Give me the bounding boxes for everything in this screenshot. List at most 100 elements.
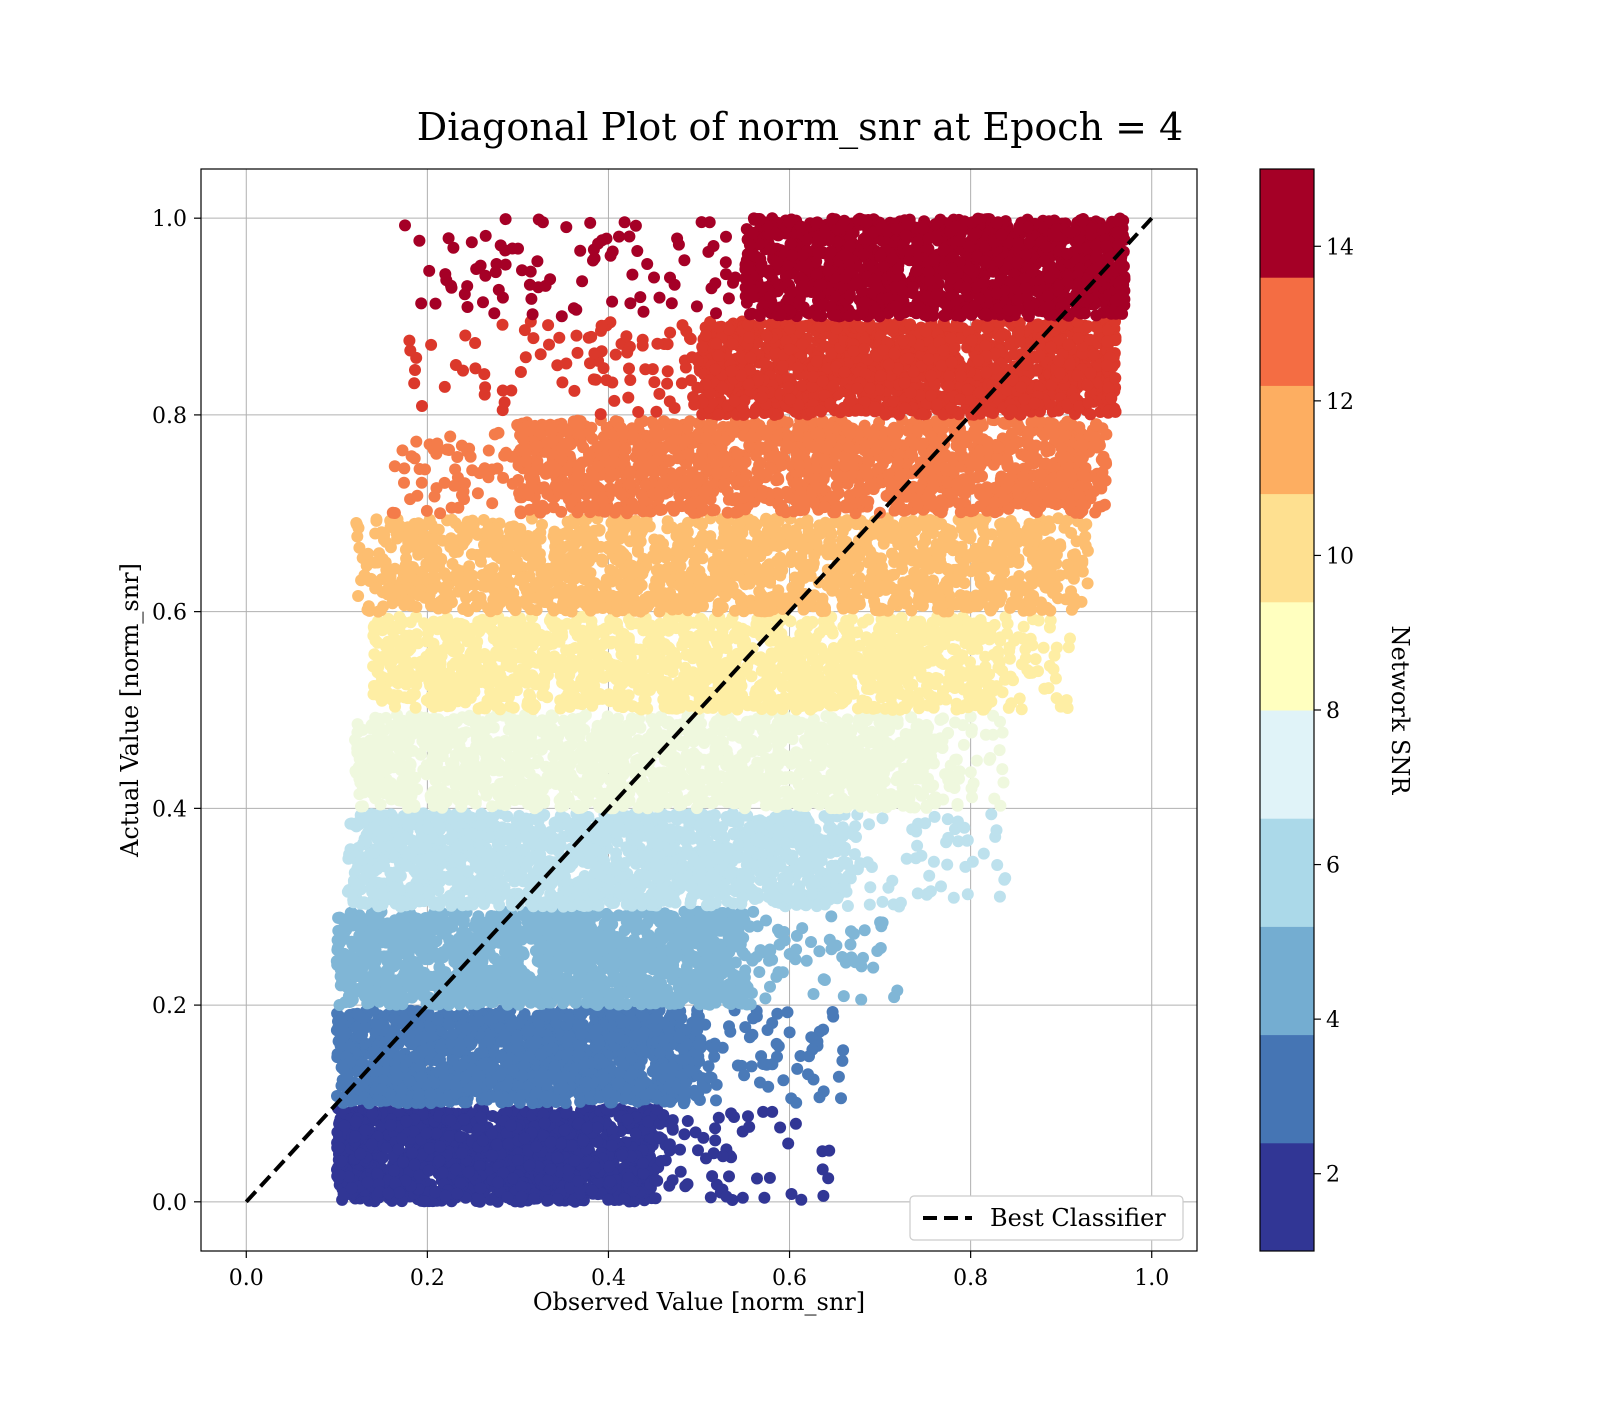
scatter-point <box>415 1071 427 1083</box>
scatter-point <box>713 1112 725 1124</box>
scatter-point <box>458 1113 470 1125</box>
scatter-point <box>675 1166 687 1178</box>
scatter-point <box>529 981 541 993</box>
scatter-point <box>766 1106 778 1118</box>
scatter-point <box>458 1096 470 1108</box>
scatter-point <box>440 1190 452 1202</box>
scatter-point <box>645 1087 657 1099</box>
scatter-point <box>790 944 802 956</box>
scatter-point <box>424 1142 436 1154</box>
scatter-point <box>697 1132 709 1144</box>
scatter-point <box>813 945 825 957</box>
scatter-point <box>513 999 525 1011</box>
scatter-point <box>551 979 563 991</box>
scatter-point <box>622 1172 634 1184</box>
scatter-point <box>521 1025 533 1037</box>
scatter-point <box>790 1118 802 1130</box>
scatter-point <box>396 1133 408 1145</box>
scatter-point <box>581 1076 593 1088</box>
scatter-point <box>455 1177 467 1189</box>
scatter-point <box>394 1050 406 1062</box>
scatter-point <box>510 1043 522 1055</box>
scatter-point <box>545 1136 557 1148</box>
scatter-point <box>642 975 654 987</box>
scatter-point <box>637 1157 649 1169</box>
scatter-point <box>655 928 667 940</box>
scatter-point <box>667 1061 679 1073</box>
scatter-point <box>495 1050 507 1062</box>
scatter-point <box>758 1192 770 1204</box>
scatter-point <box>795 1050 807 1062</box>
scatter-point <box>453 1045 465 1057</box>
scatter-point <box>540 1091 552 1103</box>
scatter-point <box>528 1193 540 1205</box>
scatter-point <box>573 972 585 984</box>
scatter-point <box>514 1093 526 1105</box>
scatter-point <box>391 997 403 1009</box>
scatter-point <box>626 1068 638 1080</box>
scatter-point <box>560 1071 572 1083</box>
scatter-point <box>764 1172 776 1184</box>
scatter-point <box>630 1128 642 1140</box>
scatter-point <box>523 1160 535 1172</box>
scatter-point <box>655 1155 667 1167</box>
scatter-point <box>491 1091 503 1103</box>
scatter-point <box>545 1163 557 1175</box>
scatter-point <box>777 966 789 978</box>
scatter-point <box>517 1070 529 1082</box>
scatter-point <box>693 1039 705 1051</box>
scatter-points <box>331 212 1131 1208</box>
scatter-point <box>570 997 582 1009</box>
scatter-point <box>486 1149 498 1161</box>
scatter-point <box>785 1092 797 1104</box>
scatter-point <box>385 1119 397 1131</box>
scatter-point <box>626 1052 638 1064</box>
scatter-point <box>379 967 391 979</box>
scatter-point <box>653 992 665 1004</box>
scatter-point <box>891 985 903 997</box>
scatter-point <box>536 995 548 1007</box>
scatter-point <box>871 945 883 957</box>
scatter-point <box>381 950 393 962</box>
scatter-point <box>572 1175 584 1187</box>
scatter-point <box>398 960 410 972</box>
scatter-point <box>358 948 370 960</box>
scatter-point <box>782 1138 794 1150</box>
scatter-point <box>461 947 473 959</box>
scatter-point <box>443 1009 455 1021</box>
scatter-point <box>825 910 837 922</box>
scatter-point <box>759 992 771 1004</box>
scatter-point <box>627 984 639 996</box>
scatter-point <box>453 1061 465 1073</box>
scatter-point <box>333 1142 345 1154</box>
scatter-point <box>739 972 751 984</box>
scatter-point <box>542 1174 554 1186</box>
scatter-point <box>845 925 857 937</box>
scatter-point <box>550 1111 562 1123</box>
scatter-point <box>406 1147 418 1159</box>
scatter-point <box>817 1024 829 1036</box>
scatter-point <box>346 1182 358 1194</box>
scatter-point <box>706 920 718 932</box>
scatter-point <box>512 1154 524 1166</box>
scatter-point <box>602 995 614 1007</box>
scatter-point <box>709 1122 721 1134</box>
scatter-point <box>742 1110 754 1122</box>
scatter-point <box>334 960 346 972</box>
scatter-point <box>744 1031 756 1043</box>
scatter-point <box>498 958 510 970</box>
scatter-point <box>557 1082 569 1094</box>
scatter-point <box>484 965 496 977</box>
scatter-point <box>552 1193 564 1205</box>
scatter-point <box>631 1030 643 1042</box>
scatter-point <box>673 1032 685 1044</box>
scatter-point <box>657 959 669 971</box>
scatter-point <box>551 1152 563 1164</box>
scatter-point <box>432 1014 444 1026</box>
scatter-point <box>359 1124 371 1136</box>
scatter-point <box>730 933 742 945</box>
scatter-point <box>679 1085 691 1097</box>
scatter-point <box>526 928 538 940</box>
scatter-point <box>774 1122 786 1134</box>
